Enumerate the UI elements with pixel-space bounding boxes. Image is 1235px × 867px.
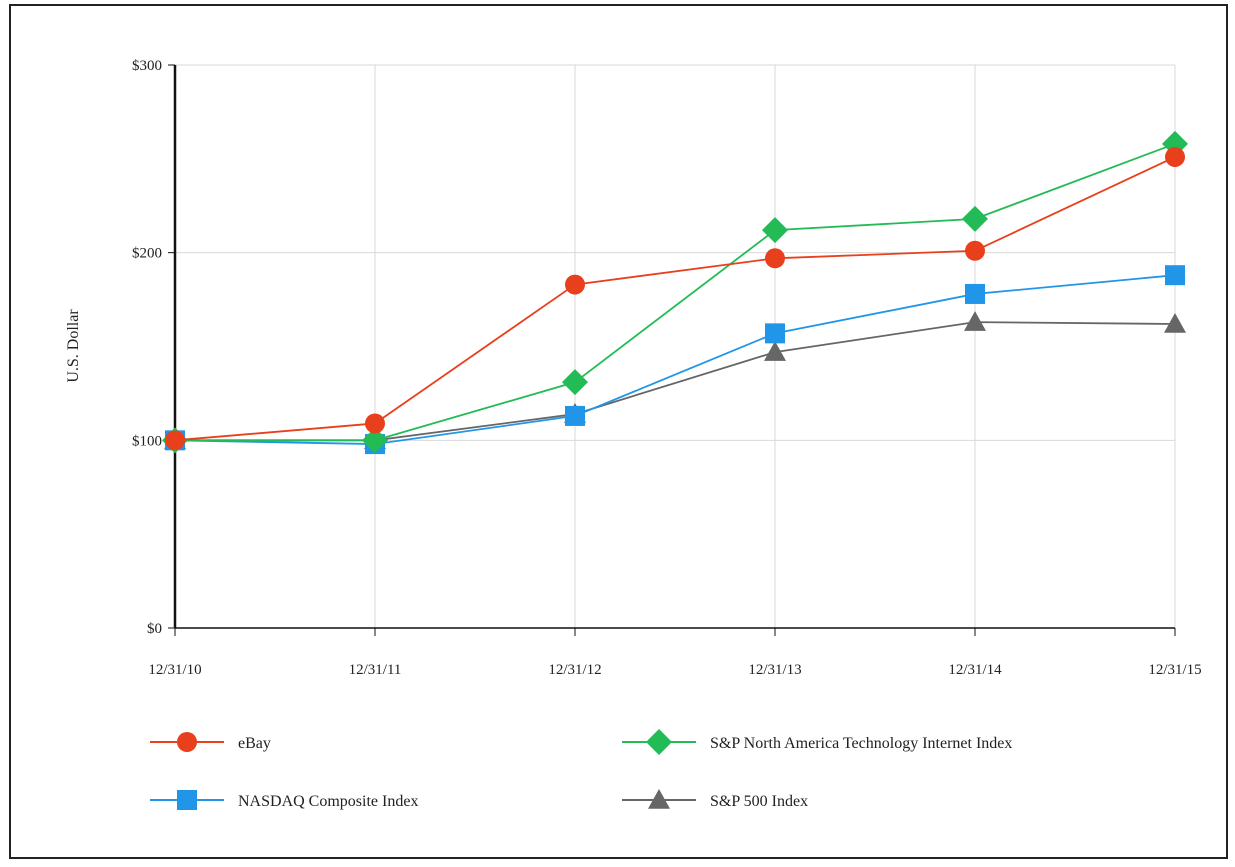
data-point: [764, 341, 786, 361]
series-line: [174, 274, 1176, 445]
legend-marker: [177, 790, 197, 810]
legend-marker: [648, 789, 670, 809]
series-group: [162, 130, 1188, 455]
legend-item: NASDAQ Composite Index: [150, 790, 418, 810]
x-tick-label: 12/31/12: [548, 662, 601, 678]
data-point: [362, 427, 388, 454]
legend-marker: [646, 729, 672, 755]
x-tick-label: 12/31/10: [148, 662, 201, 678]
series-line: [175, 142, 1176, 442]
series-circle: [165, 146, 1185, 451]
legend-item: eBay: [150, 732, 271, 752]
axes: $0 $100 $200 $300 12/31/10 12/31/11 12/31/12 12…: [132, 58, 1202, 678]
chart-frame: [9, 4, 1228, 859]
data-point: [562, 369, 588, 396]
data-point: [762, 217, 788, 244]
legend: eBay S&P North America Technology Interne…: [150, 729, 1012, 810]
legend-marker: [177, 732, 197, 752]
x-tick-label: 12/31/13: [748, 662, 801, 678]
legend-item: S&P North America Technology Internet In…: [622, 729, 1012, 755]
data-point: [964, 311, 986, 331]
data-point: [1164, 312, 1186, 333]
y-tick-label: $300: [132, 58, 162, 74]
data-point: [1165, 146, 1185, 167]
legend-label: eBay: [238, 735, 271, 752]
data-point: [965, 283, 985, 304]
data-point: [365, 413, 385, 434]
x-tick-label: 12/31/15: [1148, 662, 1201, 678]
x-tick-label: 12/31/14: [948, 662, 1002, 678]
data-point: [765, 248, 785, 269]
legend-label: S&P 500 Index: [710, 793, 808, 810]
series-line: [174, 156, 1176, 442]
series-line: [175, 321, 1176, 442]
y-axis-title: U.S. Dollar: [65, 309, 82, 383]
data-point: [965, 240, 985, 261]
data-point: [565, 274, 585, 295]
data-point: [565, 405, 585, 426]
legend-label: NASDAQ Composite Index: [238, 793, 418, 810]
y-tick-label: $200: [132, 246, 162, 262]
y-tick-label: $0: [147, 621, 162, 637]
legend-label: S&P North America Technology Internet In…: [710, 735, 1012, 752]
data-point: [165, 430, 185, 451]
data-point: [765, 323, 785, 344]
data-point: [1165, 265, 1185, 286]
y-tick-label: $100: [132, 433, 162, 449]
gridlines: [175, 64, 1176, 628]
data-point: [962, 205, 988, 232]
legend-item: S&P 500 Index: [622, 789, 808, 810]
series-square: [165, 265, 1185, 455]
series-diamond: [162, 130, 1188, 454]
x-tick-label: 12/31/11: [349, 662, 402, 678]
